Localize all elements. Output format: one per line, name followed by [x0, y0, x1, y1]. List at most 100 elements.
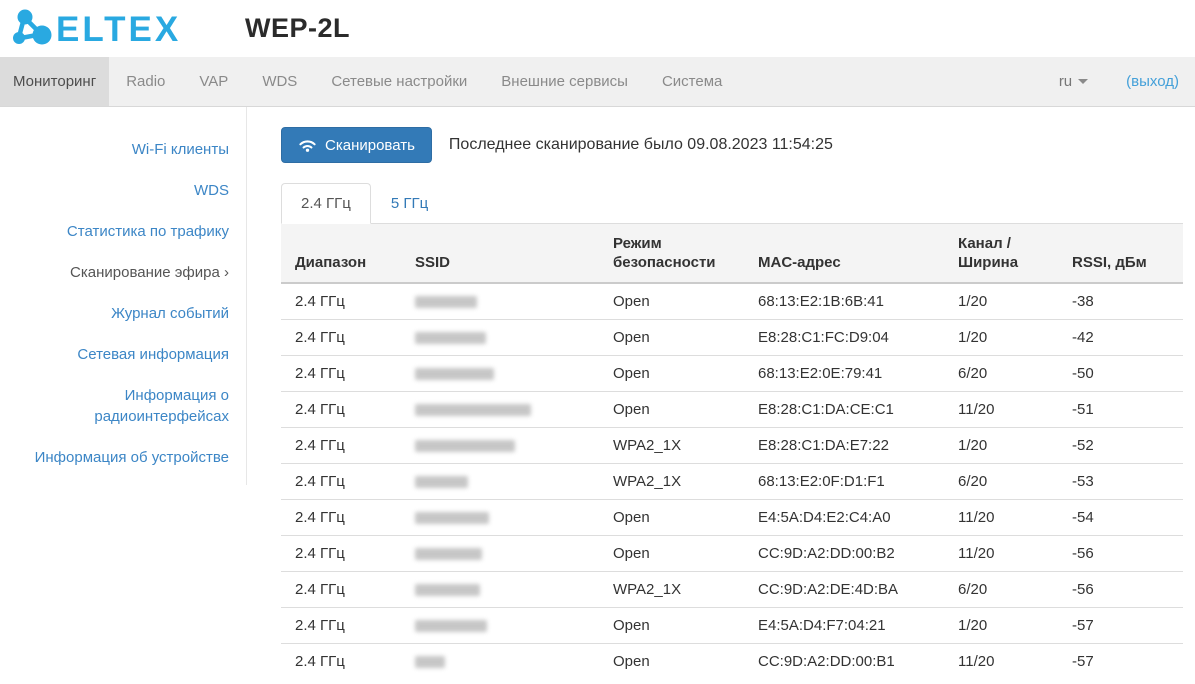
cell-ssid [401, 319, 599, 356]
wifi-icon [299, 139, 316, 152]
cell-band: 2.4 ГГц [281, 427, 401, 464]
cell-security: Open [613, 293, 650, 310]
cell-mac: CC:9D:A2:DD:00:B1 [744, 643, 944, 679]
table-row: 2.4 ГГц WPA2_1X CC:9D:A2:DE:4D:BA 6/20 -… [281, 571, 1183, 608]
cell-ssid [401, 535, 599, 572]
nav-tab[interactable]: Система [661, 73, 723, 90]
cell-rssi: -54 [1058, 499, 1183, 536]
cell-mac: E4:5A:D4:E2:C4:A0 [744, 499, 944, 536]
redacted-ssid [415, 476, 468, 489]
cell-rssi: -38 [1072, 293, 1094, 310]
cell-mac: 68:13:E2:0E:79:41 [744, 355, 944, 392]
redacted-ssid [415, 512, 489, 525]
table-header: Диапазон SSID Режим безопасности MAC-адрес К… [281, 224, 1183, 284]
table-row: 2.4 ГГц Open E4:5A:D4:F7:04:21 1/20 -57 [281, 607, 1183, 644]
cell-band: 2.4 ГГц [281, 463, 401, 500]
sidebar-item-label: Информация о радиоинтерфейсах [94, 387, 229, 425]
cell-rssi: -52 [1058, 427, 1183, 464]
cell-channel: 6/20 [944, 571, 1058, 608]
top-header: ELTEX WEP-2L [0, 0, 1195, 57]
main-content: Сканировать Последнее сканирование было … [247, 107, 1195, 679]
cell-rssi: -51 [1058, 391, 1183, 428]
cell-security: Open [599, 355, 744, 392]
nav-tab[interactable]: VAP [199, 73, 229, 90]
nav-tab[interactable]: Сетевые настройки [331, 73, 468, 90]
cell-channel: 6/20 [944, 355, 1058, 392]
cell-security: Open [599, 319, 744, 356]
table-row: 2.4 ГГц Open E8:28:C1:FC:D9:04 1/20 -42 [281, 319, 1183, 356]
sidebar-item[interactable]: Информация о радиоинтерфейсах [0, 375, 246, 437]
nav-tab[interactable]: Внешние сервисы [501, 73, 628, 90]
redacted-ssid [415, 332, 486, 345]
nav-tab[interactable]: WDS [262, 73, 298, 90]
sidebar-item-label: WDS [194, 182, 229, 199]
cell-security: WPA2_1X [599, 427, 744, 464]
table-row: 2.4 ГГц WPA2_1X E8:28:C1:DA:E7:22 1/20 -… [281, 427, 1183, 464]
table-row: 2.4 ГГц Open CC:9D:A2:DD:00:B1 11/20 -57 [281, 643, 1183, 679]
cell-security: Open [599, 607, 744, 644]
sidebar-item-label: Сканирование эфира [70, 264, 220, 281]
table-row: 2.4 ГГц Open E8:28:C1:DA:CE:C1 11/20 -51 [281, 391, 1183, 428]
last-scan-status: Последнее сканирование было 09.08.2023 1… [448, 136, 833, 153]
cell-band: 2.4 ГГц [281, 607, 401, 644]
column-header: RSSI, дБм [1058, 224, 1183, 284]
table-row: 2.4 ГГц Open CC:9D:A2:DD:00:B2 11/20 -56 [281, 535, 1183, 572]
cell-mac: 68:13:E2:1B:6B:41 [758, 293, 884, 310]
scan-row: Сканировать Последнее сканирование было … [281, 127, 1195, 163]
sidebar-item-label: Журнал событий [111, 305, 229, 322]
main-navbar: Мониторинг Radio VAP WDS Сетевые настройки Вн… [0, 57, 1195, 107]
sidebar-item-label: Wi-Fi клиенты [131, 141, 229, 158]
cell-channel: 1/20 [958, 293, 988, 310]
sidebar-item[interactable]: Статистика по трафику [0, 211, 246, 252]
cell-security: Open [599, 643, 744, 679]
cell-security: Open [599, 499, 744, 536]
band-tab[interactable]: 5 ГГц [390, 195, 429, 212]
cell-ssid [401, 355, 599, 392]
cell-rssi: -56 [1058, 535, 1183, 572]
sidebar-item-label: Статистика по трафику [66, 223, 229, 240]
sidebar-item-label: Информация об устройстве [34, 449, 229, 466]
cell-band: 2.4 ГГц [281, 535, 401, 572]
cell-channel: 11/20 [944, 535, 1058, 572]
cell-security: WPA2_1X [599, 463, 744, 500]
cell-channel: 1/20 [944, 607, 1058, 644]
sidebar-item[interactable]: Wi-Fi клиенты [0, 129, 246, 170]
band-tab-list: 2.4 ГГц 5 ГГц [281, 183, 1183, 224]
nav-tab[interactable]: Мониторинг [0, 57, 110, 106]
cell-band: 2.4 ГГц [281, 571, 401, 608]
band-tab[interactable]: 2.4 ГГц [281, 183, 371, 224]
language-select[interactable]: ru [1059, 73, 1089, 90]
column-header: MAC-адрес [744, 224, 944, 284]
cell-ssid [401, 463, 599, 500]
sidebar-item[interactable]: WDS [0, 170, 246, 211]
table-row: 2.4 ГГц Open 68:13:E2:1B:6B:41 1/20 -38 [281, 283, 1183, 320]
cell-ssid [401, 643, 599, 679]
sidebar-item[interactable]: Сетевая информация [0, 334, 246, 375]
logo-text: ELTEX [56, 10, 181, 49]
sidebar-item-label: Сетевая информация [77, 346, 229, 363]
page-body: Wi-Fi клиенты WDS Статистика по трафику … [0, 107, 1195, 679]
cell-mac: CC:9D:A2:DD:00:B2 [744, 535, 944, 572]
cell-ssid [401, 571, 599, 608]
logout-link[interactable]: (выход) [1126, 73, 1179, 90]
cell-ssid [401, 499, 599, 536]
cell-ssid [401, 283, 599, 320]
redacted-ssid [415, 404, 531, 417]
scan-button[interactable]: Сканировать [281, 127, 432, 163]
cell-rssi: -57 [1058, 607, 1183, 644]
sidebar-item[interactable]: Информация об устройстве [0, 437, 246, 478]
cell-band: 2.4 ГГц [281, 391, 401, 428]
sidebar-item[interactable]: Журнал событий [0, 293, 246, 334]
sidebar-item[interactable]: Сканирование эфира › [0, 252, 246, 293]
cell-rssi: -42 [1058, 319, 1183, 356]
cell-ssid [401, 427, 599, 464]
column-header: Диапазон [281, 224, 401, 284]
cell-channel: 11/20 [944, 499, 1058, 536]
cell-channel: 11/20 [944, 391, 1058, 428]
nav-tab[interactable]: Radio [126, 73, 166, 90]
band-tabs: 2.4 ГГц 5 ГГц [281, 183, 1183, 224]
table-row: 2.4 ГГц WPA2_1X 68:13:E2:0F:D1:F1 6/20 -… [281, 463, 1183, 500]
table-body: 2.4 ГГц Open 68:13:E2:1B:6B:41 1/20 -38 … [281, 283, 1183, 679]
cell-band: 2.4 ГГц [281, 319, 401, 356]
cell-rssi: -56 [1058, 571, 1183, 608]
